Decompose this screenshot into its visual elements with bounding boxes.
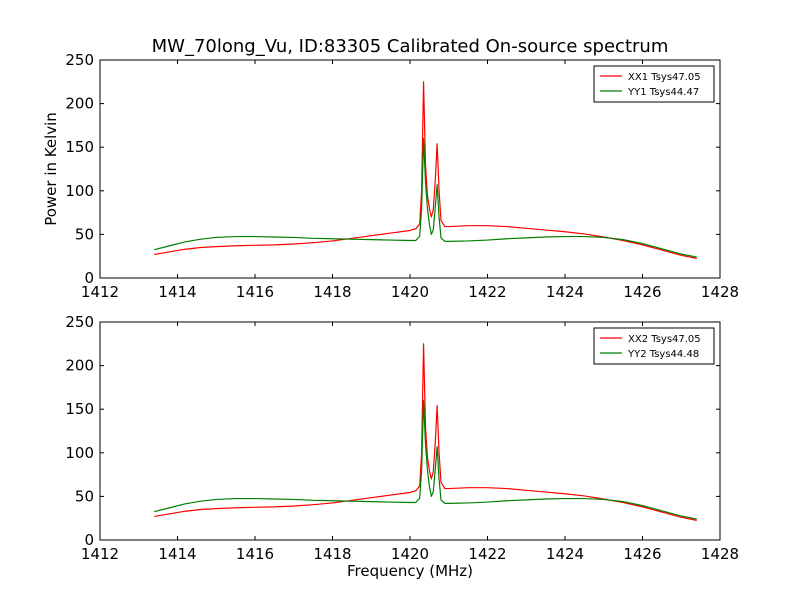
x-tick-label: 1424 (546, 283, 584, 301)
bottom-panel: 1412 1414 1416 1418 1420 1422 1424 1426 1428 0 50 1… (65, 313, 739, 563)
legend-box (593, 65, 715, 103)
x-tick-label: 1414 (158, 283, 196, 301)
legend-label: XX2 Tsys47.05 (628, 334, 701, 345)
x-tick-label: 1426 (623, 545, 661, 563)
y-tick-label: 200 (65, 357, 94, 375)
x-tick-label: 1422 (468, 283, 506, 301)
y-tick-label: 200 (65, 95, 94, 113)
x-tick-label: 1416 (236, 545, 274, 563)
y-tick-label: 250 (65, 313, 94, 331)
x-tick-label: 1414 (158, 545, 196, 563)
series-line-xx-panel-2 (154, 343, 697, 521)
x-tick-label: 1412 (81, 545, 119, 563)
y-tick-label: 250 (65, 51, 94, 69)
y-axis-label-top: Power in Kelvin (42, 112, 60, 226)
y-tick-label: 100 (65, 444, 94, 462)
legend-box (593, 327, 715, 365)
x-tick-label: 1428 (701, 283, 739, 301)
x-axis-label-bottom: Frequency (MHz) (347, 562, 473, 580)
figure-title: MW_70long_Vu, ID:83305 Calibrated On-sou… (152, 36, 669, 57)
x-tick-label: 1420 (391, 283, 429, 301)
y-tick-label: 150 (65, 138, 94, 156)
x-tick-label: 1412 (81, 283, 119, 301)
x-tick-label: 1418 (313, 283, 351, 301)
y-tick-label: 50 (75, 487, 94, 505)
y-tick-label: 100 (65, 182, 94, 200)
legend-label: YY1 Tsys44.47 (627, 87, 699, 98)
series-line-xx-panel-1 (154, 81, 697, 259)
x-tick-label: 1426 (623, 283, 661, 301)
legend-label: YY2 Tsys44.48 (627, 349, 699, 360)
x-tick-label: 1428 (701, 545, 739, 563)
top-panel: 1412 1414 1416 1418 1420 1422 1424 1426 1428 0 50 1… (65, 51, 739, 301)
y-tick-label: 150 (65, 400, 94, 418)
x-tick-label: 1422 (468, 545, 506, 563)
x-tick-label: 1424 (546, 545, 584, 563)
series-line-yy-panel-2 (154, 399, 697, 520)
legend-label: XX1 Tsys47.05 (628, 72, 701, 83)
series-line-yy-panel-1 (154, 137, 697, 258)
y-tick-label: 0 (84, 531, 94, 549)
y-tick-label: 0 (84, 269, 94, 287)
x-tick-label: 1418 (313, 545, 351, 563)
x-tick-label: 1420 (391, 545, 429, 563)
y-tick-label: 50 (75, 225, 94, 243)
x-tick-label: 1416 (236, 283, 274, 301)
